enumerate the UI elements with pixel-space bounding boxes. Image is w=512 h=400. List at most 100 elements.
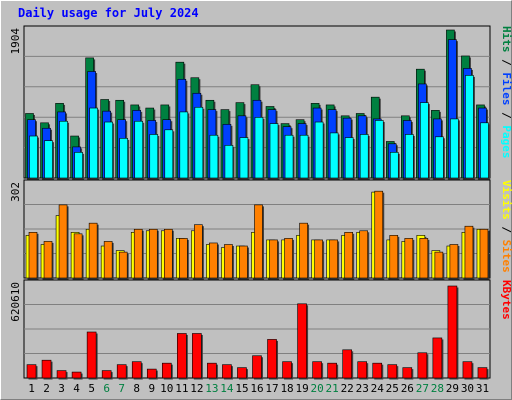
bar-sites-day-16 (254, 204, 263, 279)
x-tick-label-day-4: 4 (73, 382, 80, 395)
legend-item-kbytes: KBytes (500, 280, 512, 320)
legend-1: Hits / Files / Pages (500, 26, 512, 159)
legend-item-files: Files (500, 72, 512, 105)
bar-pages-day-7 (119, 138, 128, 179)
bar-kbytes-day-21 (327, 362, 337, 379)
bar-sites-day-9 (148, 228, 158, 279)
bar-pages-day-4 (74, 152, 83, 179)
x-tick-label-day-19: 19 (295, 382, 308, 395)
x-tick-label-day-6: 6 (103, 382, 110, 395)
x-tick-label-day-18: 18 (280, 382, 293, 395)
x-tick-label-day-13: 13 (205, 382, 218, 395)
bar-pages-day-29 (450, 118, 459, 179)
x-tick-label-day-12: 12 (190, 382, 203, 395)
x-tick-label-day-17: 17 (265, 382, 278, 395)
bar-pages-day-11 (179, 111, 189, 179)
bar-pages-day-23 (359, 134, 369, 179)
bar-kbytes-day-29 (447, 285, 458, 379)
bar-sites-day-31 (479, 228, 489, 279)
bar-sites-day-30 (464, 225, 474, 279)
ymax-label-1: 1904 (9, 28, 22, 55)
x-tick-label-day-5: 5 (88, 382, 95, 395)
x-tick-label-day-27: 27 (416, 382, 429, 395)
x-tick-label-day-22: 22 (341, 382, 354, 395)
bar-sites-day-28 (434, 251, 444, 279)
bar-sites-day-6 (103, 241, 113, 279)
bar-sites-day-27 (419, 238, 429, 279)
x-tick-label-day-29: 29 (446, 382, 459, 395)
x-tick-label-day-21: 21 (326, 382, 339, 395)
bar-kbytes-day-14 (222, 364, 232, 379)
bar-pages-day-6 (104, 121, 113, 179)
legend-separator: / (500, 106, 512, 126)
bar-pages-day-20 (314, 121, 324, 179)
bar-sites-day-11 (179, 238, 188, 279)
bar-sites-day-3 (58, 204, 68, 279)
bar-kbytes-day-28 (432, 337, 443, 379)
x-tick-label-day-16: 16 (250, 382, 263, 395)
bar-pages-day-8 (134, 120, 144, 179)
bar-pages-day-28 (435, 136, 444, 179)
bar-kbytes-day-16 (252, 355, 262, 379)
x-tick-label-day-9: 9 (148, 382, 155, 395)
bar-kbytes-day-11 (177, 333, 187, 379)
bar-kbytes-day-9 (146, 368, 157, 379)
bar-pages-day-26 (405, 134, 414, 179)
legend-2: Visits / Sites (500, 180, 512, 273)
bar-kbytes-day-31 (477, 367, 488, 379)
bar-pages-day-22 (344, 137, 354, 179)
legend-item-visits: Visits (500, 180, 512, 220)
bar-kbytes-day-23 (357, 361, 368, 379)
bar-kbytes-day-7 (116, 364, 127, 379)
bar-kbytes-day-26 (402, 367, 413, 379)
x-tick-label-day-8: 8 (133, 382, 140, 395)
bar-sites-day-2 (43, 241, 53, 279)
bar-sites-day-24 (374, 190, 384, 279)
x-tick-label-day-15: 15 (235, 382, 248, 395)
bar-pages-day-31 (480, 122, 489, 179)
ymax-label-2: 302 (9, 182, 22, 202)
bar-kbytes-day-20 (312, 361, 322, 379)
bar-pages-day-1 (29, 135, 38, 179)
x-tick-label-day-7: 7 (118, 382, 125, 395)
bar-sites-day-26 (404, 238, 414, 279)
bar-pages-day-10 (164, 129, 174, 179)
bar-sites-day-25 (389, 235, 399, 279)
bar-kbytes-day-19 (297, 303, 307, 379)
bar-sites-day-18 (284, 238, 293, 279)
bar-sites-day-4 (73, 233, 83, 279)
bar-sites-day-13 (209, 242, 218, 279)
bar-pages-day-25 (389, 152, 399, 179)
bar-sites-day-21 (329, 239, 338, 279)
bar-pages-day-16 (254, 117, 264, 179)
bar-kbytes-day-22 (342, 349, 352, 379)
bar-sites-day-23 (359, 230, 369, 279)
bar-pages-day-14 (224, 145, 234, 179)
bar-sites-day-10 (163, 228, 173, 279)
bar-kbytes-day-18 (282, 361, 292, 379)
bar-kbytes-day-30 (462, 361, 473, 379)
x-tick-label-day-31: 31 (476, 382, 489, 395)
x-tick-label-day-26: 26 (401, 382, 414, 395)
bar-pages-day-30 (465, 75, 474, 179)
x-tick-label-day-24: 24 (371, 382, 385, 395)
ymax-label-3: 620610 (9, 282, 22, 322)
bar-pages-day-18 (284, 134, 294, 179)
bar-pages-day-15 (239, 137, 249, 179)
bar-pages-day-13 (209, 134, 219, 179)
bar-kbytes-day-24 (372, 362, 383, 379)
bar-kbytes-day-5 (86, 331, 97, 379)
bar-sites-day-8 (133, 228, 143, 279)
x-tick-label-day-20: 20 (311, 382, 324, 395)
bar-kbytes-day-12 (192, 333, 202, 379)
bar-kbytes-day-27 (417, 352, 428, 379)
bar-pages-day-21 (329, 132, 339, 179)
bar-sites-day-5 (88, 222, 98, 279)
bar-pages-day-9 (149, 134, 159, 179)
bar-pages-day-3 (59, 120, 68, 179)
bar-sites-day-22 (344, 232, 353, 279)
bar-sites-day-15 (239, 245, 248, 279)
x-tick-label-day-1: 1 (28, 382, 35, 395)
bar-kbytes-day-17 (267, 339, 277, 379)
